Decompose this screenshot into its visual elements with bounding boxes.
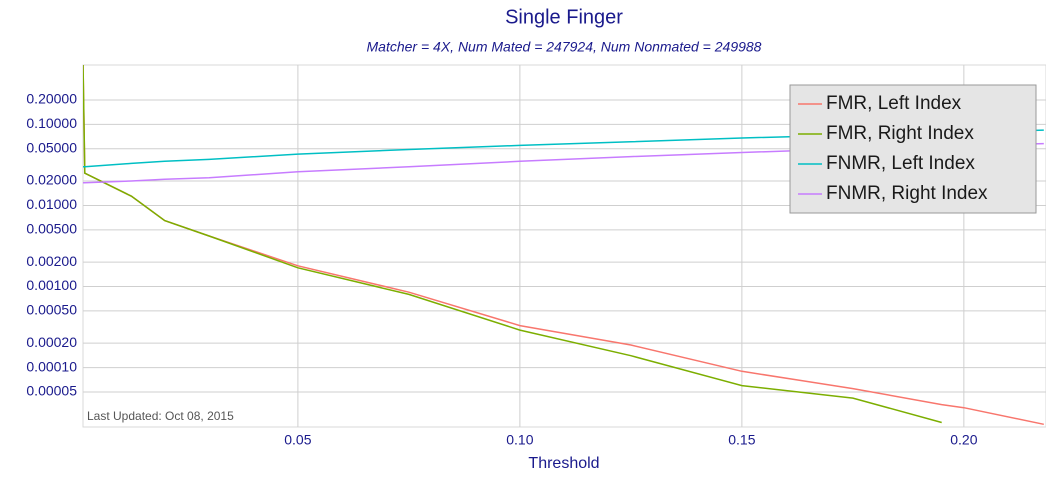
y-tick-label: 0.00020: [26, 334, 77, 350]
grid: 0.20000 0.10000 0.05000 0.02000 0.01000 0.005…: [26, 65, 1046, 448]
legend-box: [789, 84, 1037, 214]
y-tick-label: 0.01000: [26, 196, 77, 212]
y-tick-label: 0.10000: [26, 115, 77, 131]
legend-label: FMR, Left Index: [826, 93, 962, 114]
annotation: Last Updated: Oct 08, 2015: [87, 409, 234, 423]
chart-title: Single Finger: [505, 6, 623, 28]
legend-label: FMR, Right Index: [826, 123, 974, 144]
x-tick-label: 0.20: [950, 432, 977, 448]
legend-label: FNMR, Right Index: [826, 183, 988, 204]
y-tick-label: 0.00100: [26, 277, 77, 293]
subtitle: Matcher = 4X, Num Mated = 247924, Num No…: [367, 39, 762, 55]
y-tick-label: 0.02000: [26, 172, 77, 188]
y-tick-label: 0.20000: [26, 91, 77, 107]
x-tick-label: 0.15: [728, 432, 755, 448]
x-tick-label: 0.05: [284, 432, 311, 448]
legend-label: FNMR, Left Index: [826, 153, 975, 174]
y-tick-label: 0.00200: [26, 253, 77, 269]
y-tick-label: 0.00010: [26, 358, 77, 374]
x-axis-label: Threshold: [528, 455, 599, 472]
series-line: [83, 65, 942, 424]
legend: FMR, Left Index FMR, Right Index FNMR, Lef…: [789, 84, 1037, 214]
x-tick-label: 0.10: [506, 432, 533, 448]
y-tick-label: 0.00500: [26, 221, 77, 237]
y-tick-label: 0.00050: [26, 302, 77, 318]
y-tick-label: 0.05000: [26, 139, 77, 155]
y-tick-label: 0.00005: [26, 383, 77, 399]
